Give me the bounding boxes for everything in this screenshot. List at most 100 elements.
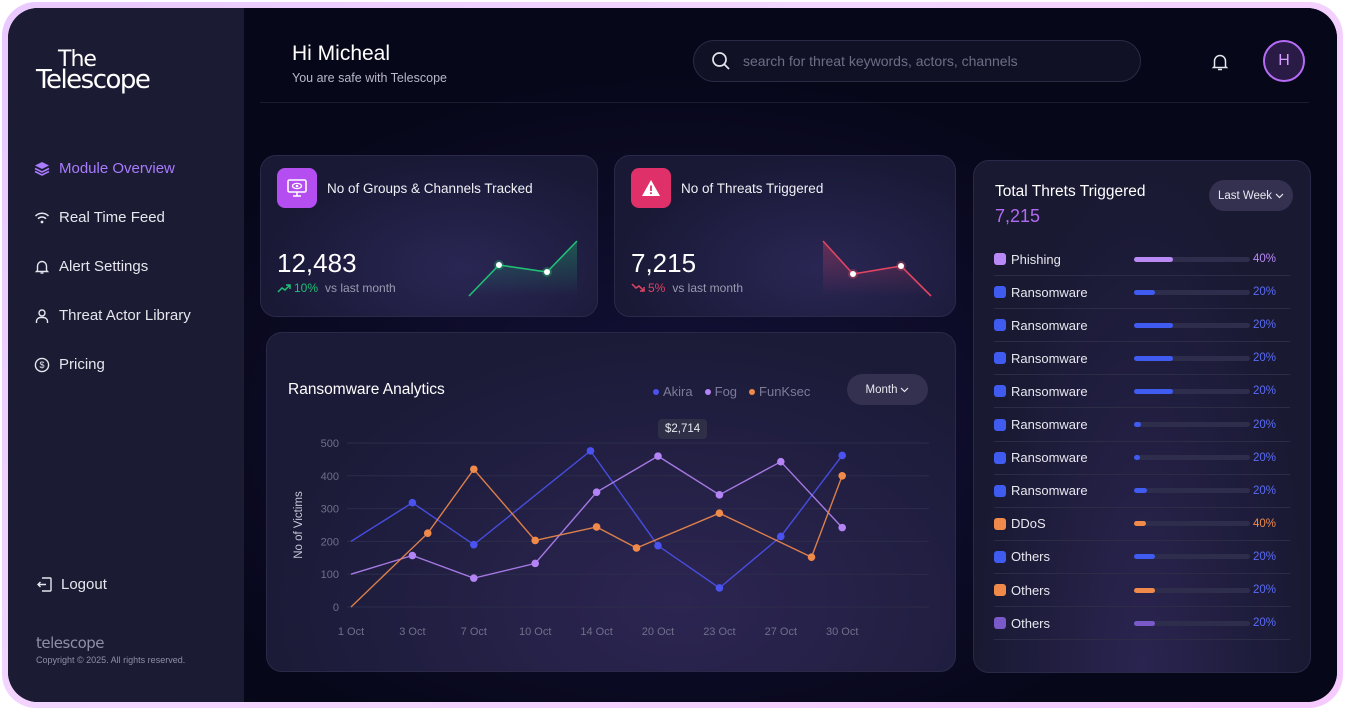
threat-percent: 20% xyxy=(1252,286,1276,299)
threat-row[interactable]: DDoS 40% xyxy=(994,508,1290,541)
sidebar: The Telescope Module Overview Real Time … xyxy=(8,8,244,702)
search-input[interactable] xyxy=(743,53,1123,69)
x-tick-label: 10 Oct xyxy=(519,626,551,638)
sidebar-item-label: Pricing xyxy=(59,356,105,373)
trend-down-icon xyxy=(631,283,645,292)
greeting: Hi Micheal You are safe with Telescope xyxy=(292,42,447,85)
threat-row[interactable]: Phishing 40% xyxy=(994,243,1290,276)
period-label: Month xyxy=(865,383,898,396)
threat-color-swatch xyxy=(994,451,1006,464)
sidebar-item-label: Alert Settings xyxy=(59,258,149,275)
x-tick-label: 30 Oct xyxy=(826,626,858,638)
threats-period-dropdown[interactable]: Last Week xyxy=(1209,180,1293,211)
footer-copyright: Copyright © 2025. All rights reserved. xyxy=(36,655,186,665)
threat-progress-fill xyxy=(1134,289,1155,295)
threat-percent: 20% xyxy=(1252,319,1276,332)
threat-percent: 20% xyxy=(1252,550,1276,563)
stat-change-period: vs last month xyxy=(672,281,744,295)
threat-progress-fill xyxy=(1134,455,1140,461)
data-point-funksec xyxy=(470,465,478,474)
threat-progress-bar xyxy=(1134,620,1250,626)
threat-label: DDoS xyxy=(1011,516,1046,532)
logo-line-1: The xyxy=(58,47,97,72)
data-point-fog xyxy=(654,452,662,460)
sidebar-item-alert-settings[interactable]: Alert Settings xyxy=(34,242,191,291)
stat-card-threats-triggered: No of Threats Triggered 7,215 5% vs last… xyxy=(614,155,956,317)
stat-change-value: 5% xyxy=(648,281,666,295)
threat-color-swatch xyxy=(994,517,1006,530)
y-tick-label: 500 xyxy=(321,438,339,450)
notification-bell-icon[interactable] xyxy=(1210,52,1230,72)
logout-button[interactable]: Logout xyxy=(36,576,107,593)
threat-progress-fill xyxy=(1134,256,1174,262)
threat-color-swatch xyxy=(994,617,1006,630)
sidebar-item-real-time-feed[interactable]: Real Time Feed xyxy=(34,193,191,242)
threat-row[interactable]: Ransomware 20% xyxy=(994,342,1290,376)
data-point-fog xyxy=(470,574,478,582)
data-point-akira xyxy=(586,447,595,455)
legend-item-akira[interactable]: Akira xyxy=(653,384,693,399)
threat-label: Ransomware xyxy=(1011,383,1088,399)
data-point-fog xyxy=(531,559,539,568)
threats-title: Total Threts Triggered xyxy=(995,183,1146,200)
threat-progress-fill xyxy=(1134,388,1174,394)
threat-row[interactable]: Ransomware 20% xyxy=(994,309,1290,343)
threat-color-swatch xyxy=(994,484,1006,497)
legend-item-funksec[interactable]: FunKsec xyxy=(749,384,810,399)
y-tick-label: 100 xyxy=(321,569,339,581)
stat-change-value: 10% xyxy=(294,281,319,295)
y-tick-label: 200 xyxy=(321,536,339,548)
monitor-eye-icon xyxy=(277,168,317,208)
sidebar-item-pricing[interactable]: $ Pricing xyxy=(34,340,191,389)
legend-label: Akira xyxy=(663,384,693,399)
threat-color-swatch xyxy=(994,319,1006,332)
threat-label: Ransomware xyxy=(1011,317,1088,333)
threat-progress-bar xyxy=(1134,455,1250,461)
sidebar-item-label: Threat Actor Library xyxy=(59,307,191,324)
data-point-akira xyxy=(715,584,724,592)
threat-row[interactable]: Others 20% xyxy=(994,607,1290,641)
threat-percent: 20% xyxy=(1252,617,1276,630)
threat-percent: 40% xyxy=(1252,517,1276,530)
threat-row[interactable]: Ransomware 20% xyxy=(994,475,1290,508)
threat-row[interactable]: Ransomware 20% xyxy=(994,375,1290,409)
threat-color-swatch xyxy=(994,418,1006,431)
threats-total: 7,215 xyxy=(995,206,1041,226)
sidebar-item-module-overview[interactable]: Module Overview xyxy=(34,144,191,193)
threat-row[interactable]: Ransomware 20% xyxy=(994,442,1290,475)
sidebar-item-label: Module Overview xyxy=(59,160,175,177)
threat-percent: 20% xyxy=(1252,451,1276,464)
threat-color-swatch xyxy=(994,253,1006,265)
search-bar[interactable] xyxy=(693,40,1141,82)
threat-progress-bar xyxy=(1134,587,1250,593)
period-dropdown[interactable]: Month xyxy=(847,374,928,405)
sparkline-down xyxy=(822,240,932,297)
x-tick-label: 1 Oct xyxy=(338,626,364,638)
data-point-akira xyxy=(654,541,662,550)
y-tick-label: 300 xyxy=(321,504,339,516)
threat-progress-fill xyxy=(1134,587,1155,593)
sidebar-item-threat-actor-library[interactable]: Threat Actor Library xyxy=(34,291,191,340)
series-line-akira xyxy=(350,449,843,589)
analytics-title: Ransomware Analytics xyxy=(288,381,445,398)
stat-change: 5% vs last month xyxy=(631,281,743,295)
legend-label: Fog xyxy=(714,384,738,399)
data-point-fog xyxy=(592,488,601,496)
threat-progress-bar xyxy=(1134,488,1250,494)
threat-row[interactable]: Ransomware 20% xyxy=(994,276,1290,310)
y-axis-label: No of Victims xyxy=(293,491,305,559)
threat-label: Ransomware xyxy=(1011,450,1088,466)
threat-row[interactable]: Ransomware 20% xyxy=(994,409,1290,442)
data-point-funksec xyxy=(632,544,641,552)
threat-percent: 20% xyxy=(1252,484,1276,497)
avatar[interactable]: H xyxy=(1263,40,1305,82)
stat-value: 7,215 xyxy=(631,248,697,278)
logo[interactable]: The Telescope xyxy=(36,47,151,94)
threats-period-label: Last Week xyxy=(1217,189,1273,202)
threat-row[interactable]: Others 20% xyxy=(994,541,1290,574)
threat-row[interactable]: Others 20% xyxy=(994,574,1290,607)
threat-progress-fill xyxy=(1134,620,1155,626)
x-tick-label: 27 Oct xyxy=(765,626,797,638)
legend-item-fog[interactable]: Fog xyxy=(704,384,738,399)
threat-progress-fill xyxy=(1134,322,1174,328)
